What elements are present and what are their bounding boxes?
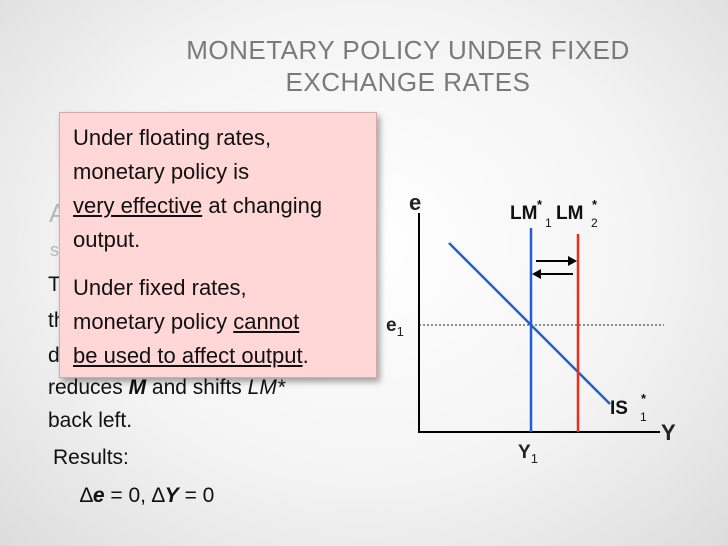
callout-line: Under floating rates, (73, 125, 272, 150)
slide-title: MONETARY POLICY UNDER FIXED EXCHANGE RAT… (100, 34, 716, 98)
fixed-rates-paragraph: Under fixed rates, monetary policy canno… (73, 271, 376, 373)
output-var: Y (164, 484, 179, 507)
period: . (302, 343, 309, 368)
body-line-reduces: reduces M and shifts LM* (48, 376, 285, 400)
lm2-label: LM (556, 203, 583, 224)
is-curve (448, 242, 611, 405)
callout-line: monetary policy is (73, 159, 250, 184)
underlined-cannot: cannot (233, 309, 300, 334)
x-axis-label: Y (661, 420, 676, 445)
is-label: IS (610, 398, 628, 419)
lm1-superscript: * (537, 197, 543, 212)
comparison-callout: Under floating rates, monetary policy is… (59, 112, 377, 378)
lm2-subscript: 2 (591, 216, 598, 230)
callout-line: Under fixed rates, (73, 275, 247, 300)
delta-symbol: ∆ (151, 484, 165, 507)
exchange-rate-change-value: = 0, (110, 484, 147, 507)
lm1-label: LM (510, 203, 537, 224)
underlined-affect-output: be used to affect output (73, 343, 303, 368)
body-line-back-left: back left. (48, 409, 133, 432)
reduces-rest: and shifts (151, 376, 242, 399)
is-superscript: * (641, 391, 647, 406)
money-supply-symbol: M (128, 376, 147, 399)
exchange-rate-var: e (92, 484, 105, 507)
hidden-text-fragment-s: s (50, 240, 59, 260)
y-axis-label: e (409, 190, 421, 215)
lm-curve-ref: LM* (247, 376, 285, 399)
callout-line: output. (73, 227, 141, 252)
delta-symbol: ∆ (80, 484, 93, 507)
results-equation: ∆e = 0, ∆Y = 0 (80, 484, 214, 508)
body-line-d: d (48, 344, 60, 367)
title-line-1: MONETARY POLICY UNDER FIXED (186, 35, 630, 65)
lm2-superscript: * (592, 197, 598, 212)
is-subscript: 1 (640, 410, 647, 424)
body-line-t: T (48, 273, 61, 296)
output-change-value: = 0 (184, 484, 215, 507)
underlined-very-effective: very effective (73, 193, 203, 218)
callout-line: monetary policy (73, 309, 228, 334)
lm1-subscript: 1 (545, 216, 552, 230)
results-label: Results: (53, 446, 129, 469)
title-line-2: EXCHANGE RATES (285, 67, 531, 97)
callout-line: at changing (208, 193, 323, 218)
y1-label: Y1 (518, 442, 538, 466)
e1-label: e1 (386, 315, 404, 339)
arrowhead-left-icon (532, 269, 541, 279)
reduces-word: reduces (48, 376, 123, 399)
floating-rates-paragraph: Under floating rates, monetary policy is… (73, 121, 376, 257)
arrowhead-right-icon (568, 256, 577, 266)
